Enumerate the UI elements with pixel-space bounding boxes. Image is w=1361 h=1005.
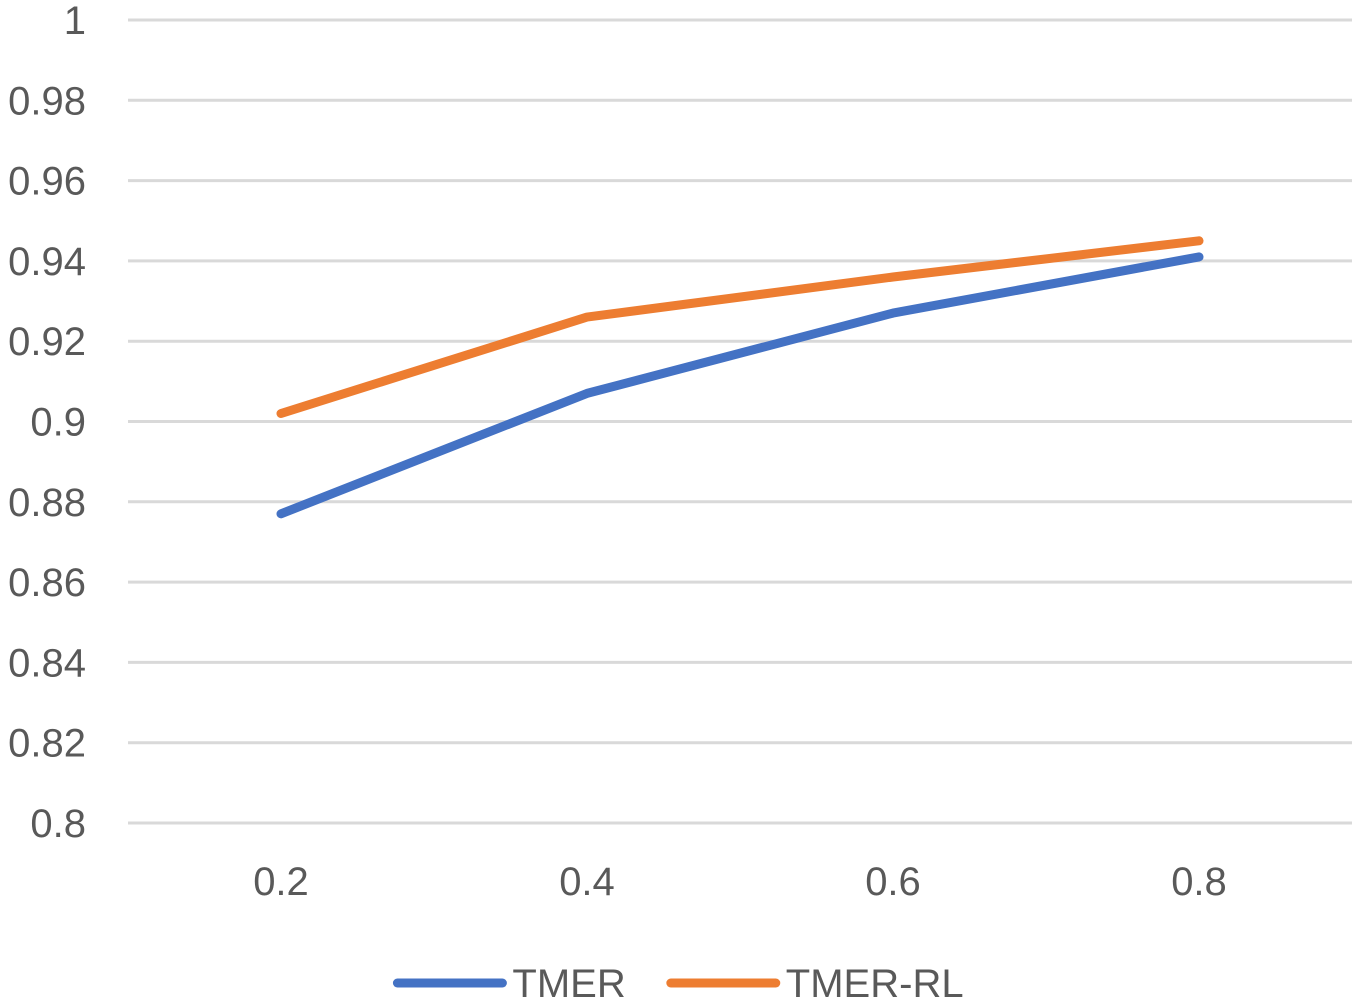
- x-tick-label: 0.6: [865, 860, 921, 904]
- y-tick-label: 0.8: [30, 802, 86, 846]
- y-axis-tick-labels: 0.8 0.82 0.84 0.86 0.88 0.9 0.92 0.94 0.96 0.98 1: [8, 0, 86, 846]
- y-tick-label: 0.9: [30, 401, 86, 445]
- legend-item-tmer-rl: TMER-RL: [666, 962, 964, 1005]
- series-line-tmer-rl: [276, 236, 1204, 418]
- legend-item-tmer: TMER: [392, 962, 626, 1005]
- y-tick-label: 0.98: [8, 79, 86, 123]
- x-tick-label: 0.4: [559, 860, 615, 904]
- legend-label: TMER-RL: [786, 962, 964, 1005]
- series-lines: [276, 236, 1204, 519]
- y-tick-label: 0.86: [8, 561, 86, 605]
- y-tick-label: 0.94: [8, 240, 86, 284]
- x-tick-label: 0.2: [253, 860, 309, 904]
- gridlines: [128, 18, 1352, 825]
- x-tick-label: 0.8: [1171, 860, 1227, 904]
- legend-label: TMER: [512, 962, 625, 1005]
- y-tick-label: 0.96: [8, 160, 86, 204]
- legend: TMER TMER-RL: [392, 962, 964, 1005]
- y-tick-label: 0.88: [8, 481, 86, 525]
- y-tick-label: 0.82: [8, 722, 86, 766]
- y-tick-label: 0.84: [8, 641, 86, 685]
- series-line-tmer: [276, 252, 1204, 519]
- y-tick-label: 0.92: [8, 320, 86, 364]
- y-tick-label: 1: [64, 0, 86, 43]
- x-axis-tick-labels: 0.2 0.4 0.6 0.8: [253, 860, 1227, 904]
